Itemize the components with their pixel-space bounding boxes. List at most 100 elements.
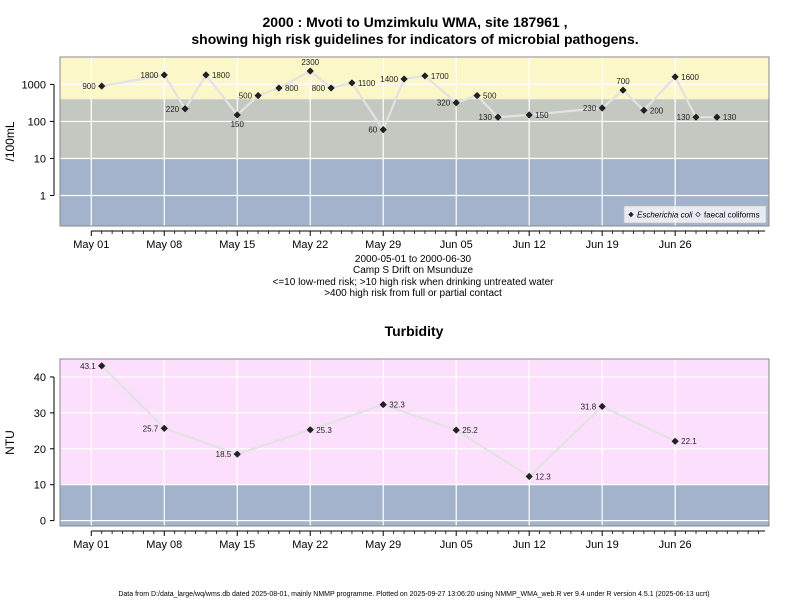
chart2-data-label-1: 43.1 bbox=[80, 362, 96, 371]
chart2-data-point-6 bbox=[452, 426, 460, 434]
chart1-data-point-17 bbox=[525, 111, 533, 119]
chart2-plot-border bbox=[59, 358, 770, 527]
chart2-data-label-6: 25.2 bbox=[462, 426, 478, 435]
chart1-data-label-14: 320 bbox=[437, 99, 451, 108]
chart1-data-point-3 bbox=[181, 105, 189, 113]
chart1-data-label-13: 1700 bbox=[431, 72, 449, 81]
chart1-x-tick-label-4: May 22 bbox=[292, 239, 328, 251]
chart1-data-point-9 bbox=[327, 84, 335, 92]
chart2-data-label-9: 22.1 bbox=[681, 437, 697, 446]
chart1-plot-border bbox=[59, 56, 770, 227]
chart1-data-label-1: 900 bbox=[82, 82, 96, 91]
chart2-y-tick-label-3: 20 bbox=[34, 444, 46, 456]
chart1-legend-marker-2 bbox=[695, 211, 701, 218]
chart1-data-point-5 bbox=[233, 111, 241, 119]
chart1-data-point-19 bbox=[619, 86, 627, 94]
chart1-x-tick-label-3: May 15 bbox=[219, 239, 255, 251]
info-drinking-guideline: <=10 low-med risk; >10 high risk when dr… bbox=[273, 277, 555, 288]
chart1-data-label-16: 130 bbox=[479, 113, 493, 122]
chart2-x-tick-label-8: Jun 19 bbox=[586, 539, 619, 551]
chart2-data-label-3: 18.5 bbox=[216, 450, 232, 459]
chart1-x-tick-label-7: Jun 12 bbox=[513, 239, 546, 251]
chart2-x-tick-label-3: May 15 bbox=[219, 539, 255, 551]
chart1-data-label-19: 700 bbox=[616, 77, 630, 86]
chart1-y-axis-label: /100mL bbox=[3, 121, 17, 161]
chart1-data-label-10: 1100 bbox=[358, 79, 376, 88]
chart1-data-point-11 bbox=[379, 126, 387, 134]
chart1-data-point-16 bbox=[494, 113, 502, 121]
chart2-data-label-7: 12.3 bbox=[535, 472, 551, 481]
chart1-legend-label-2: faecal coliforms bbox=[704, 211, 760, 220]
chart2-data-point-8 bbox=[598, 402, 606, 411]
chart1-legend-label-1: Escherichia coli bbox=[637, 211, 693, 220]
chart2-x-tick-label-4: May 22 bbox=[292, 539, 328, 551]
chart2-y-tick-label-1: 0 bbox=[40, 516, 46, 528]
chart1-data-point-1 bbox=[98, 82, 106, 90]
chart2-data-point-9 bbox=[671, 437, 679, 445]
chart1-data-point-10 bbox=[348, 79, 356, 87]
chart2-data-point-4 bbox=[306, 426, 314, 434]
chart2-x-tick-label-2: May 08 bbox=[146, 539, 182, 551]
chart1-data-point-4 bbox=[202, 71, 210, 79]
chart1-y-tick-label-2: 10 bbox=[34, 153, 46, 165]
chart1-data-point-12 bbox=[400, 75, 408, 83]
footer-note: Data from D:/data_large/wq/wms.db dated … bbox=[118, 591, 709, 598]
chart2-risk-band-1 bbox=[60, 484, 769, 526]
chart2-title: Turbidity bbox=[385, 323, 444, 339]
chart1-title-line2: showing high risk guidelines for indicat… bbox=[191, 31, 638, 47]
chart2-data-point-2 bbox=[160, 424, 168, 432]
chart1-data-label-2: 1800 bbox=[140, 71, 158, 80]
chart1-data-label-8: 2300 bbox=[301, 58, 319, 67]
chart1-data-label-6: 500 bbox=[239, 92, 253, 101]
chart1-data-point-15 bbox=[473, 91, 481, 100]
chart2-x-tick-label-9: Jun 26 bbox=[659, 539, 692, 551]
chart1-data-label-7: 800 bbox=[285, 84, 299, 93]
chart1-data-point-8 bbox=[306, 67, 314, 75]
chart1-data-label-5: 150 bbox=[231, 120, 245, 129]
chart1-data-point-21 bbox=[671, 73, 679, 81]
chart1-data-label-23: 130 bbox=[723, 113, 737, 122]
chart2-data-label-2: 25.7 bbox=[143, 424, 159, 433]
chart2-data-label-8: 31.8 bbox=[581, 402, 597, 411]
chart1-data-point-13 bbox=[421, 72, 429, 80]
chart2-x-tick-label-5: May 29 bbox=[365, 539, 401, 551]
chart1-title-line1: 2000 : Mvoti to Umzimkulu WMA, site 1879… bbox=[263, 14, 568, 30]
chart1-data-label-11: 60 bbox=[368, 126, 377, 135]
chart1-data-label-20: 200 bbox=[650, 106, 664, 115]
chart1-x-tick-label-1: May 01 bbox=[73, 239, 109, 251]
chart2-y-tick-label-2: 10 bbox=[34, 480, 46, 492]
chart1-data-label-12: 1400 bbox=[380, 75, 398, 84]
chart2-y-tick-label-5: 40 bbox=[34, 372, 46, 384]
chart1-y-tick-label-3: 100 bbox=[28, 116, 46, 128]
chart1-data-label-3: 220 bbox=[166, 105, 180, 114]
chart2-data-point-5 bbox=[379, 400, 387, 409]
chart2-y-axis-label: NTU bbox=[3, 430, 17, 455]
chart2-data-point-1 bbox=[98, 362, 106, 370]
chart1-y-tick-label-1: 1 bbox=[40, 190, 46, 202]
turbidity-chart: 0 10 20 30 40 May 01 May 08 May 15 May 22 May 29 J… bbox=[3, 358, 770, 551]
chart1-data-point-2 bbox=[160, 71, 168, 79]
info-date-range: 2000-05-01 to 2000-06-30 bbox=[355, 254, 472, 265]
chart1-data-point-14 bbox=[452, 99, 460, 107]
info-contact-guideline: >400 high risk from full or partial cont… bbox=[324, 288, 502, 299]
chart1-x-tick-label-2: May 08 bbox=[146, 239, 182, 251]
chart2-y-tick-label-4: 30 bbox=[34, 408, 46, 420]
chart1-risk-band-2 bbox=[60, 99, 769, 159]
chart1-data-label-17: 150 bbox=[535, 111, 549, 120]
chart1-x-tick-label-9: Jun 26 bbox=[659, 239, 692, 251]
chart1-data-label-22: 130 bbox=[677, 113, 691, 122]
chart1-data-label-21: 1600 bbox=[681, 73, 699, 82]
chart1-legend-box bbox=[623, 205, 767, 224]
chart1-data-point-20 bbox=[640, 106, 648, 114]
chart2-data-label-4: 25.3 bbox=[316, 426, 332, 435]
chart2-data-point-3 bbox=[233, 450, 241, 458]
chart1-data-label-15: 500 bbox=[483, 92, 497, 101]
chart1-data-point-23 bbox=[713, 113, 721, 121]
chart2-x-tick-label-6: Jun 05 bbox=[440, 539, 473, 551]
chart2-risk-band-2 bbox=[60, 359, 769, 485]
chart1-x-tick-label-8: Jun 19 bbox=[586, 239, 619, 251]
chart1-data-label-9: 800 bbox=[312, 84, 326, 93]
chart1-data-label-18: 230 bbox=[583, 104, 597, 113]
chart1-data-point-18 bbox=[598, 104, 606, 112]
